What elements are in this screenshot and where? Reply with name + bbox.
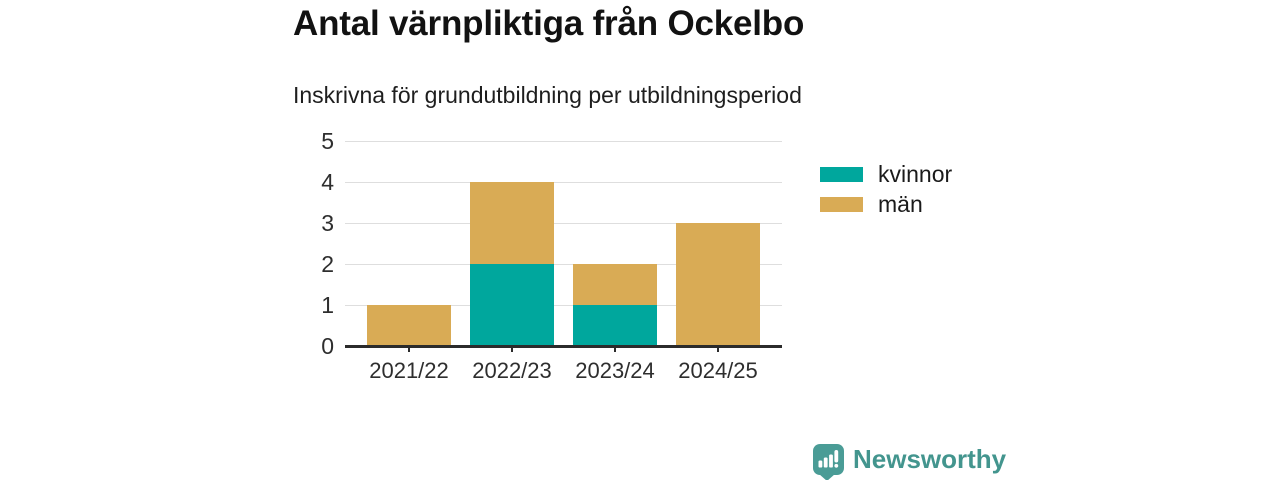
x-category-label-2023-24: 2023/24 bbox=[575, 358, 655, 383]
legend-label-kvinnor: kvinnor bbox=[878, 161, 953, 187]
legend-row-kvinnor: kvinnor bbox=[820, 161, 952, 188]
bar-segment-män-2022-23 bbox=[470, 182, 554, 264]
x-category-label-2021-22: 2021/22 bbox=[369, 358, 449, 383]
x-axis-line bbox=[345, 345, 782, 348]
y-tick-label-2: 2 bbox=[321, 251, 334, 277]
x-tick-2021-22 bbox=[408, 347, 410, 352]
bar-segment-män-2024-25 bbox=[676, 223, 760, 346]
y-tick-label-1: 1 bbox=[321, 292, 334, 318]
gridline-5 bbox=[345, 141, 782, 142]
gridline-2 bbox=[345, 264, 782, 265]
legend-swatch-kvinnor bbox=[820, 167, 863, 182]
legend-label-män: män bbox=[878, 191, 923, 217]
x-category-label-2024-25: 2024/25 bbox=[678, 358, 758, 383]
brand-name: Newsworthy bbox=[853, 444, 1007, 474]
bar-segment-män-2021-22 bbox=[367, 305, 451, 346]
y-tick-label-0: 0 bbox=[321, 333, 334, 359]
branding: Newsworthy bbox=[813, 444, 1007, 480]
y-tick-label-5: 5 bbox=[321, 128, 334, 154]
gridline-4 bbox=[345, 182, 782, 183]
newsworthy-logo-icon bbox=[813, 444, 844, 480]
bar-segment-män-2023-24 bbox=[573, 264, 657, 305]
gridline-1 bbox=[345, 305, 782, 306]
chart-subtitle: Inskrivna för grundutbildning per utbild… bbox=[293, 82, 802, 108]
plot-area bbox=[345, 141, 782, 352]
legend: kvinnor män bbox=[820, 161, 952, 221]
gridline-3 bbox=[345, 223, 782, 224]
y-tick-label-4: 4 bbox=[321, 169, 334, 195]
x-category-label-2022-23: 2022/23 bbox=[472, 358, 552, 383]
logo-bars-glyph bbox=[818, 450, 839, 468]
chart-title: Antal värnpliktiga från Ockelbo bbox=[293, 4, 805, 43]
bar-segment-kvinnor-2022-23 bbox=[470, 264, 554, 346]
x-tick-2024-25 bbox=[717, 347, 719, 352]
legend-row-män: män bbox=[820, 191, 952, 218]
x-tick-2023-24 bbox=[614, 347, 616, 352]
logo-tail bbox=[819, 474, 835, 480]
bar-segment-kvinnor-2023-24 bbox=[573, 305, 657, 346]
legend-swatch-män bbox=[820, 197, 863, 212]
x-tick-2022-23 bbox=[511, 347, 513, 352]
y-tick-label-3: 3 bbox=[321, 210, 334, 236]
